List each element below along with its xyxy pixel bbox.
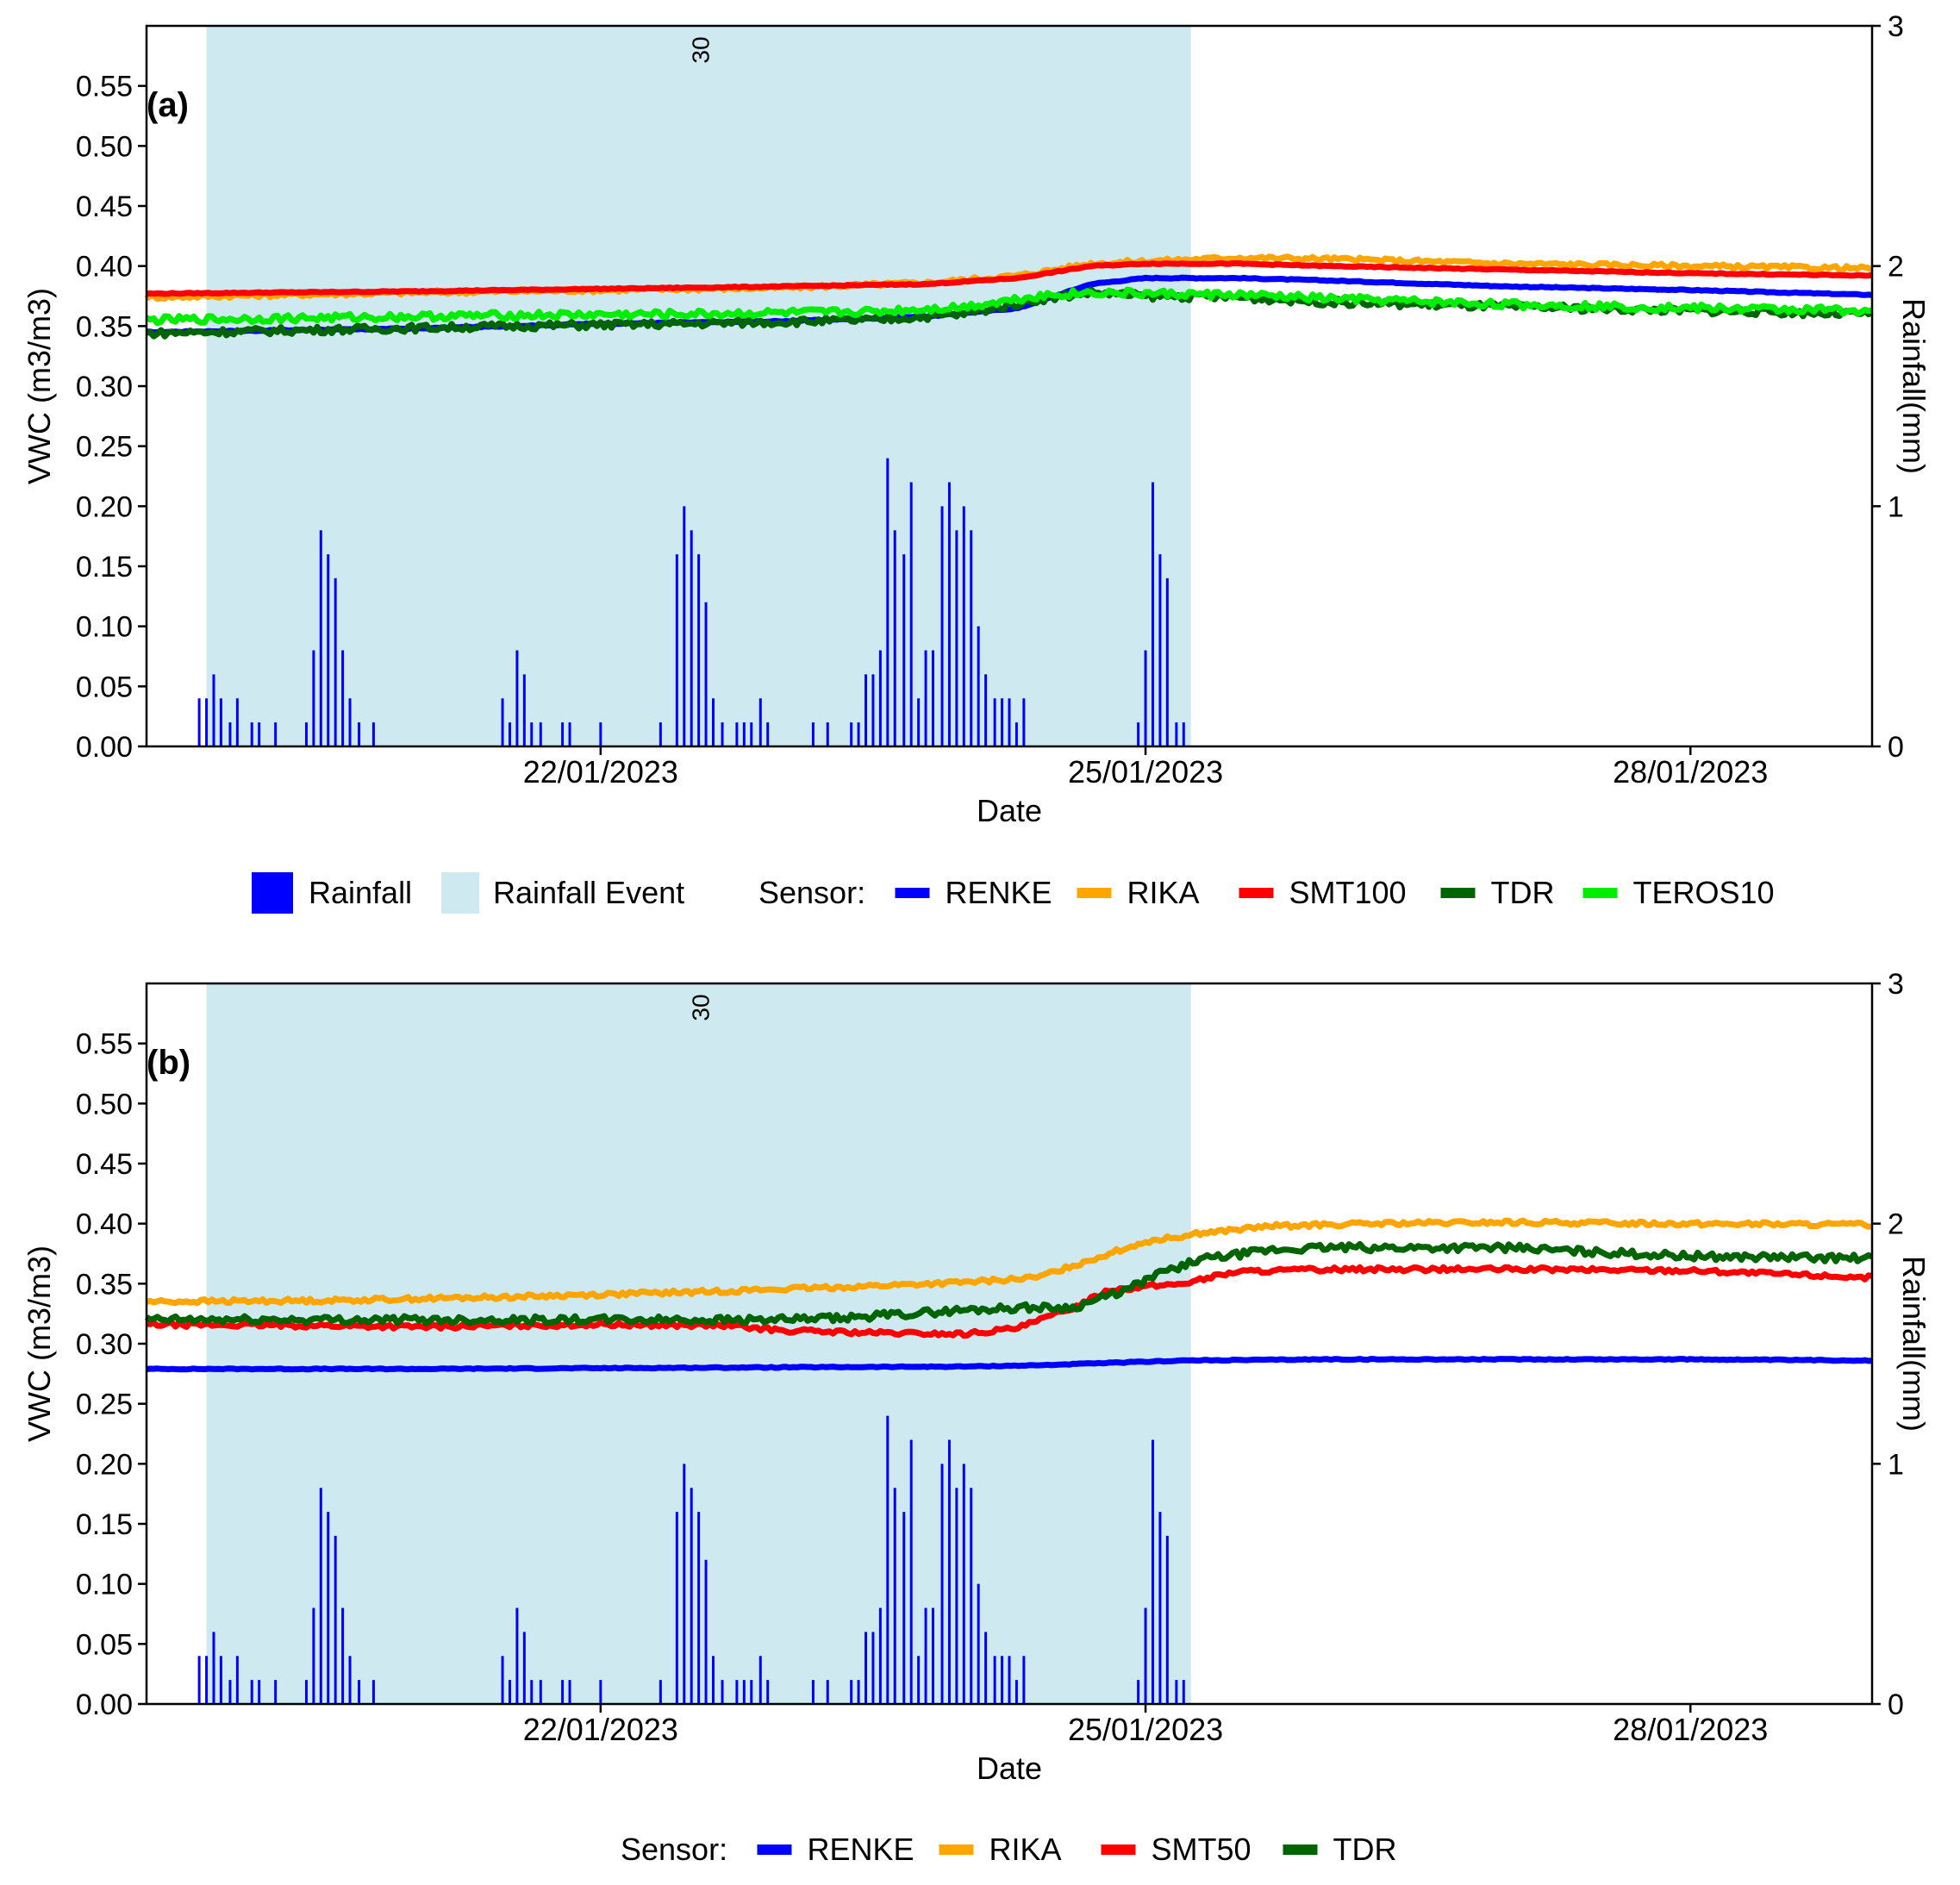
legend-label-teros10: TEROS10: [1633, 875, 1775, 910]
rainfall-event-label: 30: [688, 994, 715, 1021]
x-tick-label: 28/01/2023: [1613, 1712, 1768, 1747]
y-tick-label: 0.30: [76, 371, 133, 403]
y-right-tick-label: 2: [1888, 251, 1904, 284]
y-axis-title: VWC (m3/m3): [22, 1245, 57, 1442]
series-line-tdr: [144, 1240, 1874, 1326]
y-tick-label: 0.00: [76, 1688, 133, 1721]
series-line-teros10: [145, 286, 1873, 327]
legend-label-renke: RENKE: [808, 1832, 914, 1867]
y-tick-label: 0.40: [76, 1208, 133, 1241]
y-tick-label: 0.55: [76, 71, 133, 103]
legend-event-swatch: [441, 872, 479, 914]
y-tick-label: 0.45: [76, 1148, 133, 1181]
y-tick-label: 0.10: [76, 611, 133, 644]
y-tick-label: 0.35: [76, 310, 133, 343]
y-right-tick-label: 1: [1888, 490, 1904, 523]
x-tick-label: 25/01/2023: [1068, 1712, 1223, 1747]
x-tick-label: 28/01/2023: [1613, 754, 1768, 790]
y-right-tick-label: 3: [1888, 968, 1904, 1001]
y-right-tick-label: 3: [1888, 10, 1904, 43]
y-tick-label: 0.55: [76, 1028, 133, 1061]
y-axis-title: VWC (m3/m3): [22, 288, 57, 484]
y-right-axis-title: Rainfall(mm): [1896, 298, 1932, 474]
legend-label-tdr: TDR: [1491, 875, 1555, 910]
y-right-axis-title: Rainfall(mm): [1896, 1256, 1932, 1432]
legend-label-rika: RIKA: [1127, 875, 1200, 910]
y-right-tick-label: 0: [1888, 731, 1904, 764]
y-tick-label: 0.50: [76, 1088, 133, 1120]
legend-swatch-rika: [1077, 888, 1112, 898]
y-tick-label: 0.25: [76, 1389, 133, 1421]
y-tick-label: 0.10: [76, 1569, 133, 1601]
legend-label-tdr: TDR: [1333, 1832, 1397, 1867]
y-right-tick-label: 1: [1888, 1448, 1904, 1481]
panel-a: 300.000.050.100.150.200.250.300.350.400.…: [22, 10, 1932, 914]
y-right-tick-label: 2: [1888, 1208, 1904, 1241]
legend-rainfall-label: Rainfall: [309, 875, 412, 910]
legend-swatch-renke: [757, 1844, 792, 1855]
legend-swatch-smt100: [1239, 888, 1274, 898]
y-tick-label: 0.40: [76, 251, 133, 284]
legend: Sensor: RENKE RIKA SMT50 TDR: [621, 1832, 1397, 1867]
y-tick-label: 0.35: [76, 1268, 133, 1301]
y-tick-label: 0.50: [76, 130, 133, 163]
legend-label-renke: RENKE: [946, 875, 1052, 910]
y-tick-label: 0.30: [76, 1328, 133, 1361]
legend-swatch-teros10: [1582, 888, 1618, 898]
legend-rainfall-swatch: [252, 872, 293, 914]
y-tick-label: 0.05: [76, 1628, 133, 1661]
legend-sensor-title: Sensor:: [621, 1832, 727, 1867]
y-tick-label: 0.20: [76, 490, 133, 523]
x-tick-label: 22/01/2023: [523, 754, 678, 790]
y-right-tick-label: 0: [1888, 1688, 1904, 1721]
y-tick-label: 0.05: [76, 671, 133, 703]
legend-swatch-smt50: [1101, 1844, 1136, 1855]
x-axis-title: Date: [977, 1751, 1042, 1786]
x-tick-label: 22/01/2023: [523, 1712, 678, 1747]
series-line-renke: [146, 1356, 1873, 1373]
y-tick-label: 0.45: [76, 190, 133, 223]
x-axis-title: Date: [977, 793, 1042, 828]
panel-label: (b): [147, 1044, 190, 1082]
legend-sensor-title: Sensor:: [758, 875, 865, 910]
y-tick-label: 0.25: [76, 431, 133, 464]
legend-swatch-tdr: [1440, 888, 1476, 898]
legend-label-smt100: SMT100: [1289, 875, 1407, 910]
legend-swatch-rika: [939, 1844, 974, 1855]
legend: Rainfall Rainfall Event Sensor: RENKE RIKA SM…: [252, 872, 1775, 914]
y-tick-label: 0.20: [76, 1448, 133, 1481]
series-line-smt100: [146, 259, 1873, 297]
series-line-smt50: [146, 1264, 1873, 1339]
legend-event-label: Rainfall Event: [493, 875, 684, 910]
x-tick-label: 25/01/2023: [1068, 754, 1223, 790]
legend-swatch-renke: [895, 888, 930, 898]
legend-label-rika: RIKA: [989, 1832, 1062, 1867]
y-tick-label: 0.15: [76, 1508, 133, 1541]
legend-label-smt50: SMT50: [1152, 1832, 1252, 1867]
y-tick-label: 0.00: [76, 731, 133, 764]
rainfall-event-label: 30: [688, 36, 715, 63]
series-line-rika: [145, 1217, 1873, 1307]
panel-b: 300.000.050.100.150.200.250.300.350.400.…: [22, 968, 1932, 1867]
panel-label: (a): [147, 86, 189, 124]
legend-swatch-tdr: [1283, 1844, 1318, 1855]
y-tick-label: 0.15: [76, 551, 133, 584]
